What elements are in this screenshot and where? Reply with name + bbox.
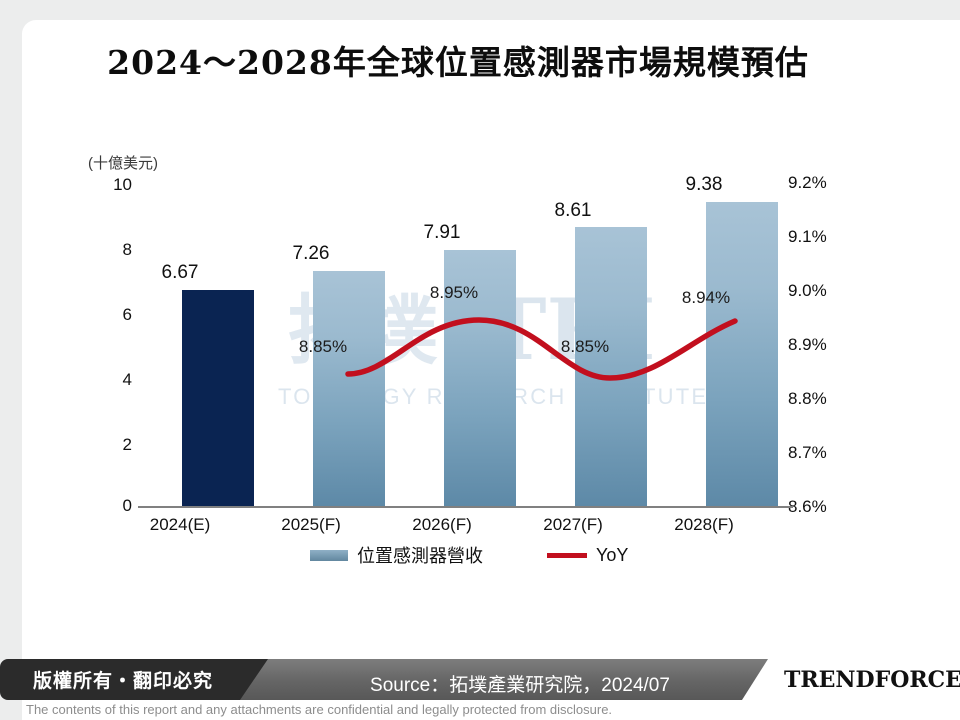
- legend-item-yoy[interactable]: YoY: [547, 545, 628, 566]
- bar-value-label-2027: 8.61: [554, 200, 592, 221]
- x-axis-label-2027: 2027(F): [543, 515, 603, 534]
- legend-item-revenue[interactable]: 位置感測器營收: [310, 542, 483, 568]
- yoy-value-label-2026: 8.95%: [429, 283, 479, 302]
- y2-axis-tick: 9.0%: [788, 281, 827, 300]
- y-axis-unit-label: (十億美元): [88, 155, 158, 172]
- yoy-value-label-2025: 8.85%: [298, 337, 348, 356]
- chart-plot-area: (十億美元) 10 8 6 4 2 0 9.2% 9.1% 9.0% 8.9% …: [88, 155, 827, 568]
- bar-value-label-2024: 6.67: [161, 262, 199, 283]
- bar-2028[interactable]: [706, 202, 778, 506]
- bar-value-label-2028: 9.38: [685, 174, 723, 195]
- y-axis-tick: 4: [122, 370, 132, 389]
- x-axis-label-2028: 2028(F): [674, 515, 734, 534]
- x-axis-label-2024: 2024(E): [149, 515, 211, 534]
- trendforce-wordmark: TRENDFORCE: [784, 666, 960, 693]
- bar-2024[interactable]: [182, 289, 254, 506]
- page-title: 2024～2028年全球位置感測器市場規模預估: [107, 43, 809, 82]
- source-text: Source：拓墣產業研究院，2024/07: [370, 675, 670, 696]
- legend-bar-swatch-icon: [310, 549, 348, 561]
- y2-axis-tick: 8.7%: [788, 443, 827, 462]
- y-axis-tick: 0: [122, 496, 132, 515]
- copyright-tag: 版權所有・翻印必究: [0, 659, 268, 700]
- yoy-value-label-2027: 8.85%: [560, 337, 610, 356]
- y-axis-tick: 10: [113, 175, 132, 194]
- legend-label-revenue: 位置感測器營收: [357, 546, 483, 567]
- legend-line-swatch-icon: [547, 552, 587, 558]
- trendforce-logo[interactable]: TRENDFORCE: [742, 659, 960, 700]
- yoy-value-label-2028: 8.94%: [681, 288, 731, 307]
- legend-label-yoy: YoY: [596, 544, 629, 565]
- y2-axis-tick: 8.8%: [788, 389, 827, 408]
- copyright-text: 版權所有・翻印必究: [32, 670, 213, 692]
- y-axis-tick: 8: [122, 240, 132, 259]
- x-axis-label-2025: 2025(F): [281, 515, 341, 534]
- x-axis-line: [138, 506, 793, 508]
- y2-axis-tick: 9.1%: [788, 227, 827, 246]
- bar-value-label-2026: 7.91: [423, 222, 461, 243]
- bar-2025[interactable]: [313, 270, 385, 506]
- y-axis-tick: 6: [122, 305, 132, 324]
- x-axis-label-2026: 2026(F): [412, 515, 472, 534]
- y2-axis-tick: 8.6%: [788, 497, 827, 516]
- bar-value-label-2025: 7.26: [292, 243, 330, 264]
- chart-legend: 位置感測器營收 YoY: [310, 542, 628, 568]
- bar-2027[interactable]: [575, 227, 647, 506]
- y2-axis-tick: 9.2%: [788, 173, 827, 192]
- y-axis-tick: 2: [122, 435, 132, 454]
- disclaimer-text: The contents of this report and any atta…: [26, 702, 613, 717]
- y2-axis-tick: 8.9%: [788, 335, 827, 354]
